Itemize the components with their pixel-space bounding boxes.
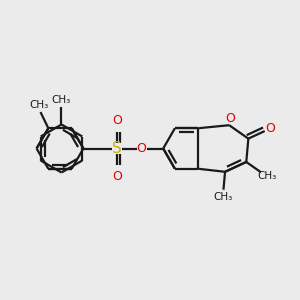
Text: O: O xyxy=(112,169,122,183)
Text: CH₃: CH₃ xyxy=(52,95,71,105)
Text: CH₃: CH₃ xyxy=(213,192,232,202)
Text: O: O xyxy=(137,142,146,155)
Text: O: O xyxy=(266,122,276,135)
Text: O: O xyxy=(225,112,235,125)
Text: O: O xyxy=(112,114,122,128)
Text: CH₃: CH₃ xyxy=(29,100,49,110)
Text: S: S xyxy=(112,141,122,156)
Text: CH₃: CH₃ xyxy=(257,171,276,181)
